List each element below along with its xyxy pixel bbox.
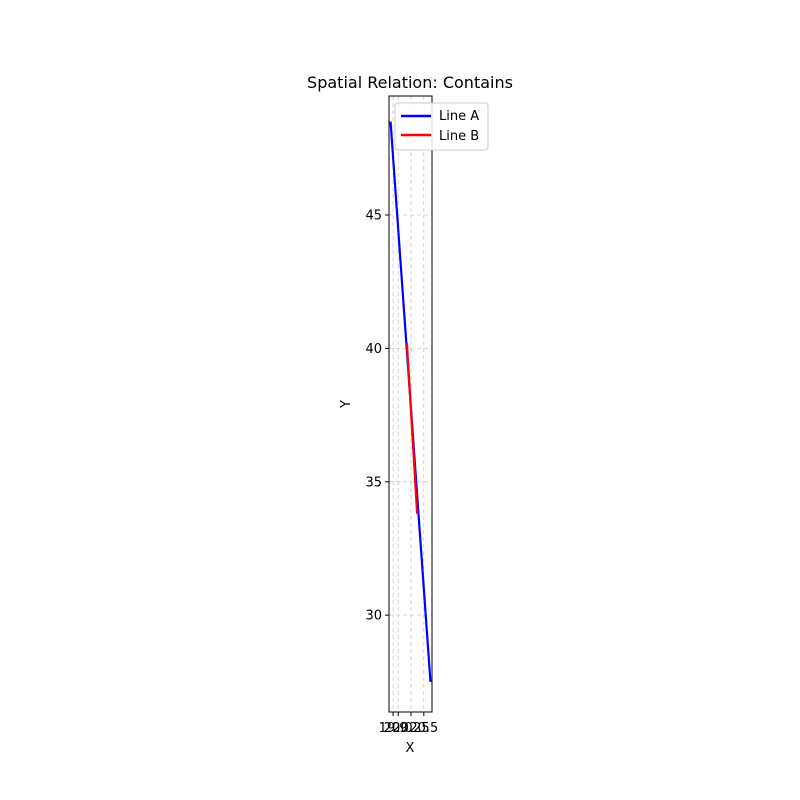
- y-tick-label-40: 40: [365, 342, 382, 357]
- x-axis-label: X: [406, 741, 415, 756]
- x-tick-label-19-9: 19.9: [379, 721, 408, 736]
- y-tick-label-35: 35: [365, 475, 382, 490]
- y-axis-label: Y: [339, 400, 354, 409]
- plot-area-frame: [388, 95, 433, 713]
- legend-label-line-b: Line B: [439, 129, 479, 144]
- x-tick-label-20-5: 20.5: [409, 721, 438, 736]
- y-tick-label-30: 30: [365, 609, 382, 624]
- x-tick-label-20-25: 20.25: [392, 721, 429, 736]
- x-tick-label-20-0: 20.0: [384, 721, 413, 736]
- chart-title: Spatial Relation: Contains: [307, 73, 513, 92]
- series-line-line-b: [405, 342, 419, 514]
- legend-label-line-a: Line A: [439, 109, 479, 124]
- data-series: [389, 121, 432, 682]
- legend: Line A Line B: [394, 102, 489, 151]
- y-tick-label-45: 45: [365, 208, 382, 223]
